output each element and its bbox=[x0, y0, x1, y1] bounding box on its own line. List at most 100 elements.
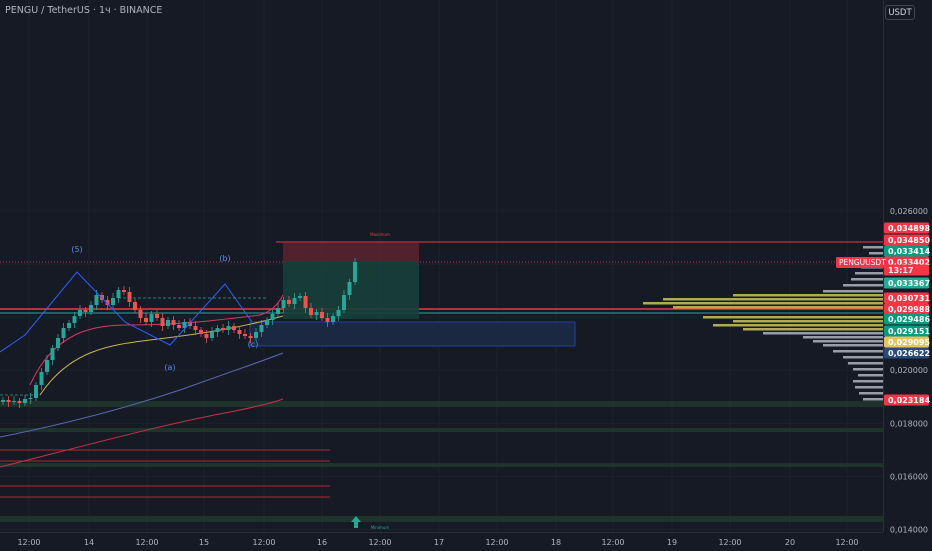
drawings[interactable]: (5) (b) (a) (c) Maximum Minimum bbox=[0, 232, 390, 530]
volume-bar bbox=[733, 320, 883, 323]
ma-200 bbox=[0, 398, 284, 468]
volume-bar bbox=[843, 284, 883, 287]
candles bbox=[1, 258, 357, 408]
volume-bar bbox=[859, 392, 883, 395]
candle-body bbox=[331, 316, 335, 322]
symbol-title[interactable]: PENGU / TetherUS · 1ч · BINANCE bbox=[5, 5, 163, 16]
candle-body bbox=[182, 322, 187, 328]
volume-bar bbox=[713, 324, 883, 327]
arrow-up-icon bbox=[351, 516, 361, 528]
candle-body bbox=[199, 330, 203, 334]
candle-body bbox=[353, 262, 357, 282]
candle-body bbox=[210, 332, 214, 338]
volume-bar bbox=[861, 266, 883, 269]
candle-body bbox=[72, 316, 77, 323]
candle-body bbox=[89, 305, 93, 312]
support-band bbox=[0, 516, 884, 522]
candle-body bbox=[259, 325, 264, 332]
candle-body bbox=[292, 298, 297, 304]
candle-body bbox=[276, 308, 280, 314]
moving-averages bbox=[0, 294, 284, 468]
wave-label-5: (5) bbox=[71, 245, 82, 254]
candle-body bbox=[287, 300, 291, 304]
candle-body bbox=[67, 323, 71, 328]
candle-body bbox=[34, 385, 38, 398]
candle-body bbox=[56, 338, 60, 348]
candle-body bbox=[138, 310, 143, 318]
candle-body bbox=[61, 328, 66, 338]
candle-body bbox=[188, 322, 192, 326]
wave-label-b: (b) bbox=[219, 254, 230, 263]
volume-profile bbox=[643, 246, 883, 401]
candle-body bbox=[12, 401, 16, 402]
candle-body bbox=[309, 308, 313, 315]
volume-bar bbox=[855, 386, 883, 389]
time-axis[interactable] bbox=[0, 532, 883, 551]
volume-bar bbox=[833, 350, 883, 353]
candle-body bbox=[298, 296, 302, 298]
volume-bar bbox=[851, 278, 883, 281]
volume-bar bbox=[843, 356, 883, 359]
candle-body bbox=[314, 312, 319, 315]
candle-body bbox=[193, 326, 198, 330]
candle-body bbox=[149, 314, 154, 322]
support-band bbox=[0, 401, 884, 407]
candle-body bbox=[122, 290, 126, 292]
volume-bar bbox=[853, 368, 883, 371]
candle-body bbox=[45, 360, 49, 372]
fvg-zone bbox=[249, 321, 576, 347]
candle-body bbox=[28, 398, 33, 399]
volume-bar bbox=[743, 328, 883, 331]
ma-50 bbox=[39, 315, 284, 396]
stop-zone bbox=[283, 243, 419, 262]
candle-body bbox=[171, 320, 176, 325]
candle-body bbox=[155, 314, 159, 318]
candle-body bbox=[270, 314, 275, 320]
candle-body bbox=[23, 399, 27, 403]
candle-body bbox=[237, 330, 242, 334]
candle-body bbox=[177, 325, 181, 328]
price-axis[interactable] bbox=[883, 0, 932, 532]
candle-body bbox=[160, 318, 165, 326]
candle-body bbox=[105, 300, 110, 305]
candle-body bbox=[215, 328, 220, 332]
support-band bbox=[0, 428, 884, 432]
candle-body bbox=[133, 302, 137, 310]
candle-body bbox=[320, 312, 324, 318]
volume-bar bbox=[813, 340, 883, 343]
support-band bbox=[0, 463, 884, 467]
volume-bar bbox=[863, 398, 883, 401]
volume-bar bbox=[803, 336, 883, 339]
grid-lines bbox=[0, 0, 883, 532]
volume-bar bbox=[869, 252, 883, 255]
candle-body bbox=[303, 296, 308, 308]
volume-bar bbox=[663, 298, 883, 301]
volume-bar bbox=[863, 246, 883, 249]
candle-body bbox=[39, 372, 44, 385]
candle-body bbox=[342, 295, 346, 310]
candle-body bbox=[94, 295, 99, 305]
wave-label-c: (c) bbox=[248, 340, 259, 349]
minimum-label: Minimum bbox=[371, 525, 390, 530]
candle-body bbox=[144, 318, 148, 322]
candle-body bbox=[111, 298, 115, 305]
volume-bar bbox=[823, 290, 883, 293]
ma-slow bbox=[0, 352, 284, 438]
candle-body bbox=[17, 401, 22, 403]
candle-body bbox=[243, 334, 247, 336]
volume-bar bbox=[673, 306, 883, 309]
candle-body bbox=[281, 300, 286, 308]
candle-body bbox=[204, 334, 209, 338]
candle-body bbox=[347, 282, 352, 295]
maximum-label: Maximum bbox=[370, 232, 390, 237]
candle-body bbox=[1, 400, 5, 402]
candle-body bbox=[336, 310, 341, 316]
ma-20 bbox=[29, 294, 284, 386]
candle-body bbox=[248, 336, 253, 338]
volume-bar bbox=[853, 380, 883, 383]
candle-body bbox=[232, 326, 236, 330]
currency-button[interactable]: USDT bbox=[885, 5, 915, 20]
volume-bar bbox=[733, 294, 883, 297]
elliott-wave bbox=[0, 271, 253, 353]
